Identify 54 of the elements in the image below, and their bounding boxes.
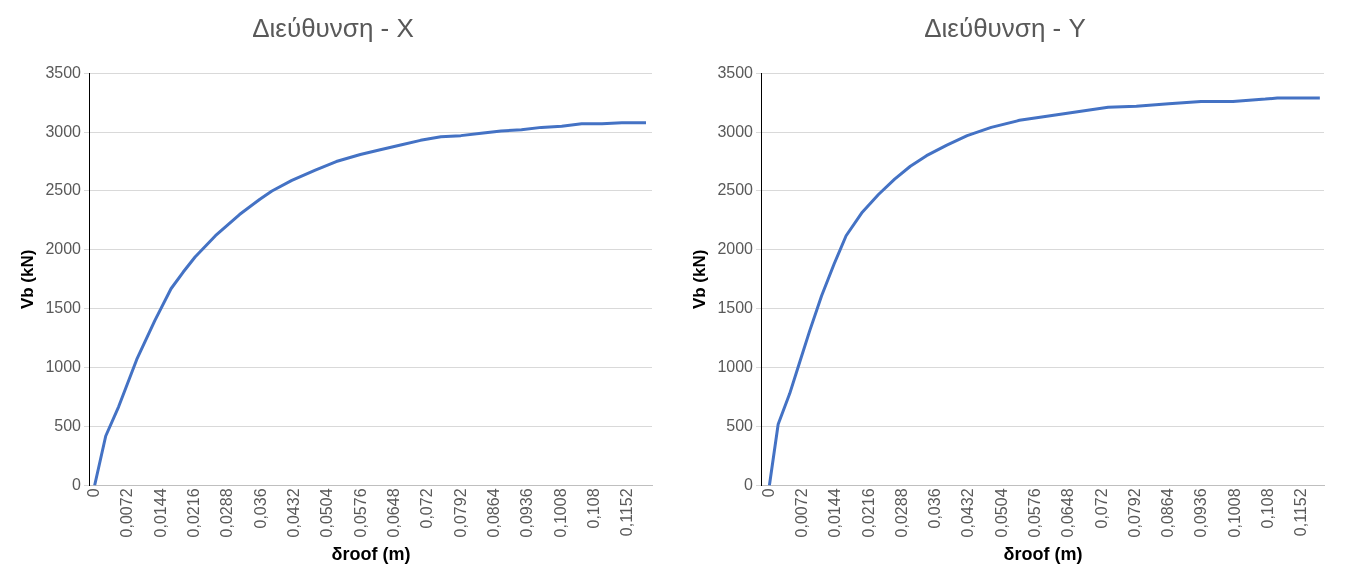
x-tick-label: 0,0864 [1159,488,1177,538]
x-tick-label: 0,0432 [959,488,977,538]
x-tick-label: 0,0576 [351,488,369,538]
x-tick-label: 0,072 [1092,488,1110,529]
x-tick-label: 0,1152 [1292,488,1310,537]
x-tick-label: 0,1008 [551,488,569,538]
y-tick-label: 1000 [45,358,82,376]
y-tick-label: 3000 [717,122,754,140]
x-tick-label: 0,036 [251,488,269,529]
y-tick-label: 2500 [717,181,754,199]
y-tick-label: 1500 [717,299,754,317]
y-tick-label: 3500 [717,63,754,81]
y-tick-label: 3000 [45,122,82,140]
x-tick-label: 0,0288 [218,488,236,538]
x-tick-label: 0,1008 [1225,488,1243,538]
x-tick-label: 0,108 [1258,488,1276,529]
x-tick-label: 0,0432 [285,488,303,538]
x-tick-label: 0,0576 [1026,488,1044,538]
x-axis-title: δroof (m) [331,544,411,565]
y-tick-label: 500 [726,416,754,434]
y-tick-label: 2500 [45,181,82,199]
y-tick-label: 2000 [45,240,82,258]
y-axis-title: Vb (kN) [17,249,37,310]
chart-title: Διεύθυνση - X [252,12,414,43]
x-tick-label: 0,0144 [826,488,844,538]
y-axis-title: Vb (kN) [689,249,709,310]
x-tick-label: 0,072 [418,488,436,529]
y-tick-label: 2000 [717,240,754,258]
x-tick-label: 0,0504 [992,488,1010,538]
x-tick-label: 0,036 [926,488,944,529]
x-tick-label: 0,0936 [518,488,536,538]
x-tick-label: 0,0936 [1192,488,1210,538]
y-tick-label: 3500 [45,63,82,81]
y-tick-label: 1000 [717,358,754,376]
x-tick-label: 0,0216 [185,488,203,538]
x-tick-label: 0,0792 [1125,488,1143,538]
x-tick-label: 0,1152 [618,488,636,537]
x-tick-label: 0,0288 [892,488,910,538]
x-tick-label: 0,0864 [485,488,503,538]
y-tick-label: 500 [54,416,82,434]
x-tick-label: 0,0792 [451,488,469,538]
x-tick-label: 0,0648 [385,488,403,538]
x-tick-label: 0,0216 [859,488,877,538]
x-tick-label: 0,0144 [151,488,169,538]
x-tick-label: 0 [759,488,777,498]
x-tick-label: 0,0072 [793,488,811,538]
chart-title: Διεύθυνση - Y [924,12,1086,43]
x-tick-label: 0 [85,488,103,498]
y-tick-label: 1500 [45,299,82,317]
x-tick-label: 0,0072 [118,488,136,538]
x-tick-label: 0,0504 [318,488,336,538]
x-axis-title: δroof (m) [1003,544,1083,565]
x-tick-label: 0,108 [585,488,602,529]
x-tick-label: 0,0648 [1059,488,1077,538]
